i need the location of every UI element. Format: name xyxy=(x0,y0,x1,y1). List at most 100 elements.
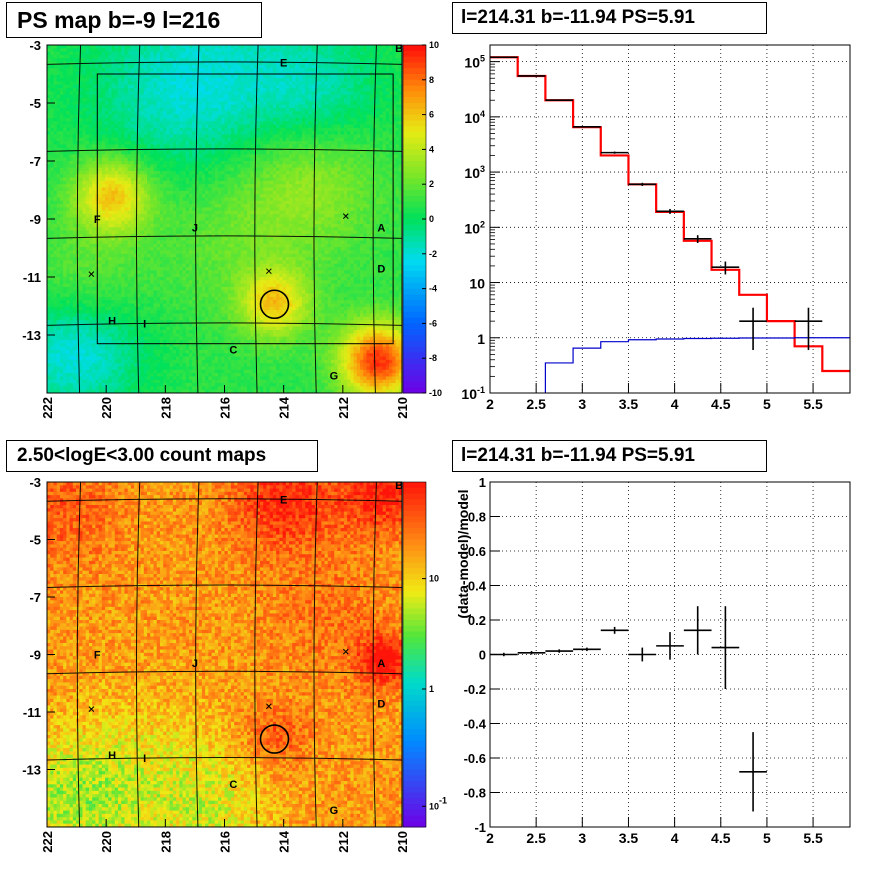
map-pixel xyxy=(140,180,145,185)
map-pixel xyxy=(289,48,293,53)
map-pixel xyxy=(134,51,138,56)
map-pixel xyxy=(150,88,154,92)
map-pixel xyxy=(295,104,300,109)
map-pixel xyxy=(56,78,61,82)
map-pixel xyxy=(308,107,313,112)
map-pixel xyxy=(221,117,225,122)
map-pixel xyxy=(353,45,358,49)
map-pixel xyxy=(276,154,280,159)
map-pixel xyxy=(263,61,267,66)
map-pixel xyxy=(301,84,306,89)
map-pixel xyxy=(208,117,212,122)
map-pixel xyxy=(227,88,232,92)
map-pixel xyxy=(121,177,125,182)
map-pixel xyxy=(98,91,103,96)
map-pixel xyxy=(327,154,332,159)
map-pixel xyxy=(198,187,203,192)
map-pixel xyxy=(88,174,93,178)
map-pixel xyxy=(214,78,219,82)
map-pixel xyxy=(363,161,367,165)
map-pixel xyxy=(227,107,232,112)
map-pixel xyxy=(201,174,206,178)
map-pixel xyxy=(240,74,245,79)
map-pixel xyxy=(114,51,119,56)
map-pixel xyxy=(282,51,287,56)
map-pixel xyxy=(192,147,196,152)
map-pixel xyxy=(276,101,280,106)
map-pixel xyxy=(360,157,364,162)
map-pixel xyxy=(95,64,100,69)
map-pixel xyxy=(272,121,277,125)
map-pixel xyxy=(295,71,300,76)
map-pixel xyxy=(340,141,345,145)
map-pixel xyxy=(159,94,164,99)
map-pixel xyxy=(356,114,361,119)
map-pixel xyxy=(114,101,119,106)
map-pixel xyxy=(269,170,274,175)
map-pixel xyxy=(395,170,400,175)
map-pixel xyxy=(143,151,148,155)
map-pixel xyxy=(130,177,135,182)
map-pixel xyxy=(121,107,125,112)
map-pixel xyxy=(227,157,232,162)
map-pixel xyxy=(356,117,361,122)
map-pixel xyxy=(324,94,329,99)
map-pixel xyxy=(392,167,396,172)
map-pixel xyxy=(163,177,167,182)
map-pixel xyxy=(269,137,274,142)
map-pixel xyxy=(169,104,174,109)
map-pixel xyxy=(224,58,229,62)
map-pixel xyxy=(134,141,138,145)
map-pixel xyxy=(192,51,196,56)
map-pixel xyxy=(331,127,335,132)
map-pixel xyxy=(153,74,158,79)
map-pixel xyxy=(143,137,148,142)
map-pixel xyxy=(211,48,216,53)
map-pixel xyxy=(340,164,345,169)
map-pixel xyxy=(363,101,367,106)
map-pixel xyxy=(311,54,316,59)
map-pixel xyxy=(311,164,316,169)
map-pixel xyxy=(311,81,316,86)
map-pixel xyxy=(353,124,358,129)
map-pixel xyxy=(108,45,112,49)
map-pixel xyxy=(134,101,138,106)
map-pixel xyxy=(305,104,309,109)
map-pixel xyxy=(301,51,306,56)
map-pixel xyxy=(298,81,303,86)
map-pixel xyxy=(256,167,261,172)
map-pixel xyxy=(101,157,106,162)
map-pixel xyxy=(272,164,277,169)
map-pixel xyxy=(314,91,319,96)
map-pixel xyxy=(253,81,258,86)
map-pixel xyxy=(372,137,377,142)
map-pixel xyxy=(140,117,145,122)
map-pixel xyxy=(382,121,387,125)
map-pixel xyxy=(114,74,119,79)
map-pixel xyxy=(272,190,277,195)
map-pixel xyxy=(360,101,364,106)
map-pixel xyxy=(166,94,171,99)
map-pixel xyxy=(347,88,351,92)
map-pixel xyxy=(192,98,196,102)
map-pixel xyxy=(47,84,51,89)
map-pixel xyxy=(130,54,135,59)
map-pixel xyxy=(130,81,135,86)
map-pixel xyxy=(282,127,287,132)
map-pixel xyxy=(266,61,271,66)
map-pixel xyxy=(340,134,345,139)
map-pixel xyxy=(182,187,187,192)
map-pixel xyxy=(66,164,70,169)
map-pixel xyxy=(243,144,248,149)
map-pixel xyxy=(176,78,180,82)
map-pixel xyxy=(298,190,303,195)
map-pixel xyxy=(72,107,77,112)
map-pixel xyxy=(143,91,148,96)
map-pixel xyxy=(153,187,158,192)
map-pixel xyxy=(289,134,293,139)
map-pixel xyxy=(218,45,222,49)
map-pixel xyxy=(382,111,387,115)
map-pixel xyxy=(218,174,222,178)
map-pixel xyxy=(214,154,219,159)
map-pixel xyxy=(308,45,313,49)
